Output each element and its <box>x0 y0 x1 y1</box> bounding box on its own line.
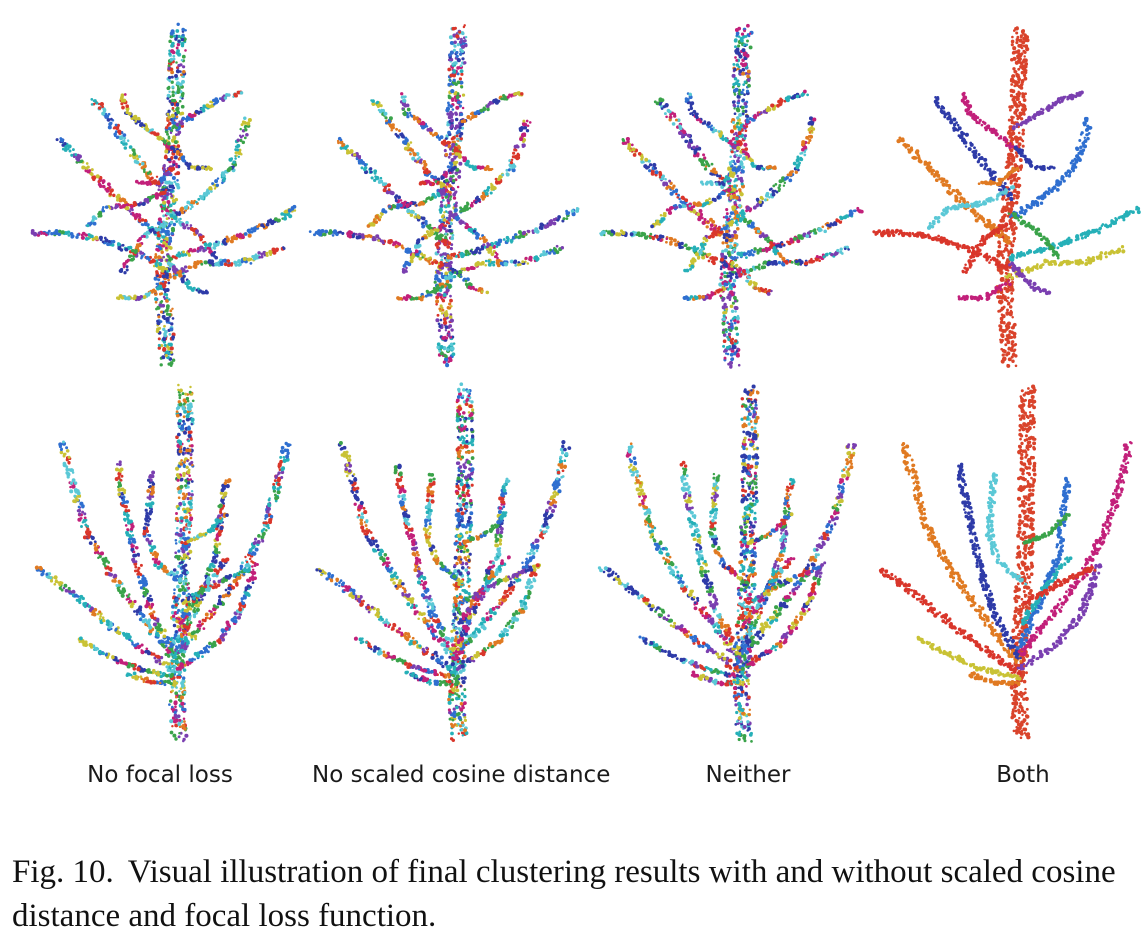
point-cloud-tree-a-col-2 <box>308 24 580 368</box>
column-label-no-focal-loss: No focal loss <box>87 762 233 788</box>
column-label-both: Both <box>996 762 1050 788</box>
point-cloud-tree-a-col-3 <box>599 23 864 369</box>
figure-number: Fig. 10. <box>12 854 114 890</box>
figure: No focal loss No scaled cosine distance … <box>30 22 1141 788</box>
column-label-neither: Neither <box>705 762 791 788</box>
point-cloud-tree-b-col-4 <box>878 384 1133 740</box>
point-cloud-tree-b-col-1 <box>34 383 292 743</box>
point-cloud-tree-a-col-1 <box>30 22 297 367</box>
point-cloud-tree-b-col-3 <box>597 384 857 743</box>
tree-point-clouds <box>30 22 1141 743</box>
column-label-no-scaled-cosine: No scaled cosine distance <box>312 762 611 788</box>
figure-caption: Fig. 10. Visual illustration of final clu… <box>12 850 1137 938</box>
point-cloud-tree-b-col-2 <box>315 382 572 743</box>
point-cloud-tree-a-col-4 <box>872 26 1141 368</box>
caption-text: Visual illustration of final clustering … <box>12 854 1116 934</box>
